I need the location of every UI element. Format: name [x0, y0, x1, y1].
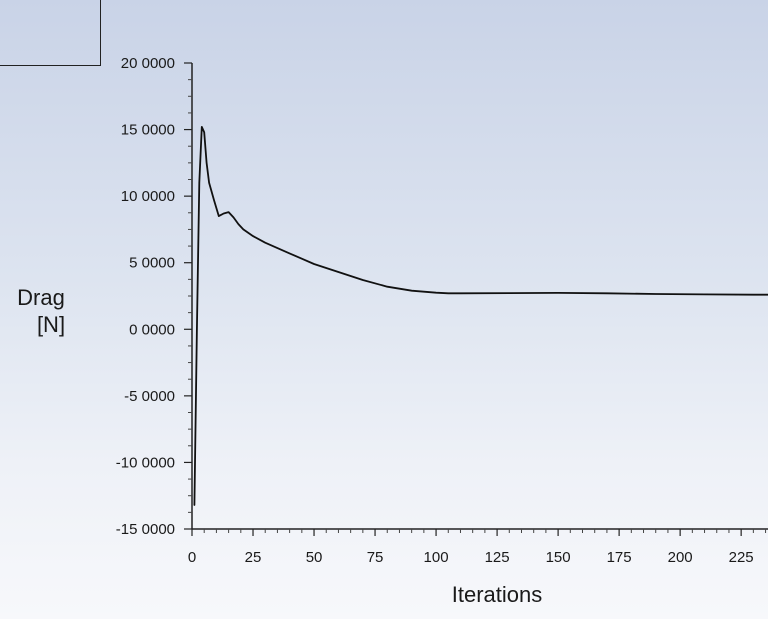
x-tick-label: 150 — [546, 549, 571, 566]
x-tick-label: 75 — [367, 549, 384, 566]
x-axis: 0 25 50 75 100 125 150 175 200 225 — [188, 528, 768, 566]
x-tick-label: 200 — [668, 549, 693, 566]
x-tick-label: 25 — [245, 549, 262, 566]
x-tick-label: 125 — [485, 549, 510, 566]
x-axis-title: Iterations — [452, 582, 543, 607]
y-tick-label: 20 0000 — [121, 55, 175, 72]
series-layer — [193, 126, 768, 506]
y-tick-label: -5 0000 — [124, 388, 175, 405]
x-tick-label: 175 — [607, 549, 632, 566]
x-tick-label: 50 — [306, 549, 323, 566]
y-axis: 20 0000 15 0000 10 0000 5 0000 0 0000 -5 0000… — [116, 55, 193, 538]
y-tick-label: -15 0000 — [116, 521, 175, 538]
y-tick-label: 5 0000 — [129, 255, 175, 272]
y-tick-label: 15 0000 — [121, 122, 175, 139]
y-tick-label: 0 0000 — [129, 321, 175, 338]
y-tick-label: -10 0000 — [116, 454, 175, 471]
x-tick-label: 225 — [729, 549, 754, 566]
x-tick-label: 100 — [424, 549, 449, 566]
y-axis-title: Drag — [17, 285, 65, 310]
y-tick-label: 10 0000 — [121, 188, 175, 205]
x-tick-label: 0 — [188, 549, 196, 566]
legend-box — [0, 0, 101, 66]
y-axis-unit: [N] — [37, 312, 65, 337]
series-line-drag — [193, 126, 768, 506]
